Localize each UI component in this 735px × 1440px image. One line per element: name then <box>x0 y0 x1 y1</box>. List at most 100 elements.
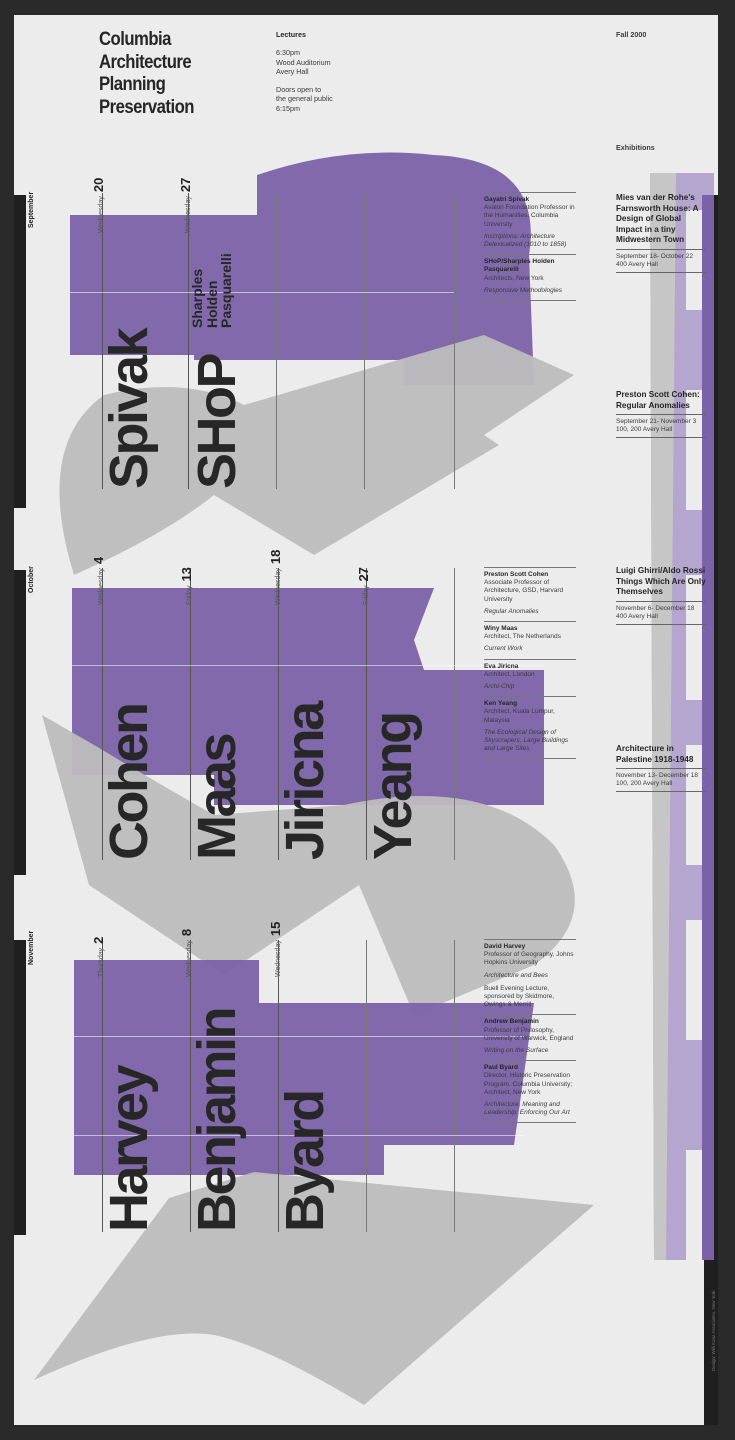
lecture-info-october: Preston Scott Cohen Associate Professor … <box>484 567 576 762</box>
lecture-info-september: Gayatri Spivak Avalon Foundation Profess… <box>484 192 576 304</box>
speaker-maas: Maas <box>187 734 247 860</box>
weekday: Wednesday <box>275 940 282 977</box>
date: 8 <box>179 928 194 937</box>
exhibition-location: 400 Avery Hall <box>616 612 658 620</box>
lecturer-name: SHoP/Sharples Holden Pasquarelli <box>484 258 555 274</box>
day-label: Thursday 2 <box>90 937 108 977</box>
speaker-harvey: Harvey <box>99 1066 159 1232</box>
speaker-byard: Byard <box>275 1091 335 1232</box>
exhibition-location: 400 Avery Hall <box>616 260 658 268</box>
title-line: Planning <box>99 74 166 95</box>
shop-full-name: Sharples Holden Pasquarelli <box>189 253 234 328</box>
lecturer-name: Winy Maas <box>484 625 518 633</box>
lecturer-name: David Harvey <box>484 943 526 950</box>
month-september: September <box>28 191 35 228</box>
day-label: Wednesday 20 <box>90 178 108 233</box>
exhibition-title: Luigi Ghirri/Aldo Rossi Things Which Are… <box>616 566 706 596</box>
title-line: Preservation <box>99 96 194 118</box>
lecturer-affiliation: Professor of Philosophy, University of W… <box>484 1026 574 1042</box>
date: 27 <box>356 567 371 582</box>
lecture-title: Inscriptions: Architecture Delexicalized… <box>484 232 567 249</box>
lecture-note: Buell Evening Lecture, sponsored by Skid… <box>484 984 555 1009</box>
month-november: November <box>28 930 35 965</box>
date: 15 <box>268 921 283 937</box>
lecturer-name: Andrew Benjamin <box>484 1018 539 1026</box>
venue-line: Wood Auditorium <box>276 57 331 67</box>
title-line: Columbia <box>99 29 171 50</box>
exhibition-dates: September 21- November 3 <box>616 418 697 425</box>
lecture-title: Writing on the Surface <box>484 1047 549 1055</box>
day-label: Wednesday 18 <box>267 550 285 605</box>
lecturer-affiliation: Architect, The Netherlands <box>484 633 561 641</box>
date: 18 <box>268 549 283 565</box>
speaker-spivak: Spivak <box>99 329 159 489</box>
lecturer-affiliation: Architect, London <box>484 670 535 678</box>
speaker-jiricna: Jiricna <box>275 703 335 860</box>
exhibition-item: Luigi Ghirri/Aldo Rossi Things Which Are… <box>616 566 706 628</box>
lecturer-affiliation: Architect, Kuala Lumpur, Malaysia <box>484 708 555 724</box>
lecturer-name: Gayatri Spivak <box>484 196 530 203</box>
lecture-title: Responsive Methodologies <box>484 286 563 294</box>
lecture-title: Regular Anomalies <box>484 607 539 615</box>
weekday: Friday <box>363 585 370 605</box>
lectures-info: Lectures 6:30pm Wood Auditorium Avery Ha… <box>276 30 333 113</box>
lectures-label: Lectures <box>276 30 306 39</box>
lecturer-affiliation: Avalon Foundation Professor in the Human… <box>484 204 575 228</box>
weekday: Friday <box>186 585 193 605</box>
exhibition-dates: November 13- December 18 <box>616 772 699 779</box>
day-label: Wednesday 4 <box>90 557 108 605</box>
date: 13 <box>179 567 194 582</box>
lecture-title: Architecture, Meaning and Leadership: En… <box>484 1101 570 1117</box>
poster-title: Columbia Architecture Planning Preservat… <box>99 29 194 119</box>
lecturer-affiliation: Associate Professor of Architecture, GSD… <box>484 579 564 603</box>
day-label: Wednesday 15 <box>267 922 285 977</box>
lecturer-name: Ken Yeang <box>484 700 518 708</box>
lecturer-affiliation: Professor of Geography, Johns Hopkins Un… <box>484 951 574 967</box>
lecturer-name: Paul Byard <box>484 1064 518 1072</box>
lecturer-name: Preston Scott Cohen <box>484 571 549 578</box>
title-line: Architecture <box>99 51 192 73</box>
exhibitions-label: Exhibitions <box>616 143 655 152</box>
weekday: Wednesday <box>98 568 105 605</box>
day-label: Friday 13 <box>178 567 196 605</box>
lecture-title: Current Work <box>484 645 523 653</box>
speaker-cohen: Cohen <box>99 704 159 861</box>
weekday: Wednesday <box>98 196 105 233</box>
lecture-title: Archi-Chip <box>484 683 515 691</box>
exhibition-title: Architecture in Palestine 1918-1948 <box>616 744 694 764</box>
month-october: October <box>28 566 35 593</box>
exhibition-item: Mies van der Rohe's Farnsworth House: A … <box>616 193 706 276</box>
exhibition-dates: November 6- December 18 <box>616 604 695 612</box>
doors-time: 6:15pm <box>276 103 300 113</box>
weekday: Wednesday <box>185 196 192 233</box>
speaker-yeang: Yeang <box>363 713 423 860</box>
poster: Columbia Architecture Planning Preservat… <box>14 15 718 1425</box>
season-label: Fall 2000 <box>616 30 647 39</box>
lecture-title: Architecture and Bees <box>484 971 548 979</box>
exhibition-dates: September 18- October 22 <box>616 252 693 260</box>
weekday: Wednesday <box>186 940 193 977</box>
exhibition-title: Mies van der Rohe's Farnsworth House: A … <box>616 193 699 244</box>
lecture-title: The Ecological Design of Skyscrapers, La… <box>484 728 569 753</box>
weekday: Wednesday <box>275 568 282 605</box>
date: 27 <box>178 177 193 193</box>
date: 2 <box>91 936 106 944</box>
day-label: Wednesday 8 <box>178 929 196 977</box>
venue-line: Avery Hall <box>276 66 309 76</box>
day-label: Friday 27 <box>355 567 373 605</box>
date: 20 <box>91 177 106 193</box>
exhibition-location: 100, 200 Avery Hall <box>616 780 673 788</box>
speaker-benjamin: Benjamin <box>187 1008 247 1232</box>
doors-line: Doors open to <box>276 85 322 95</box>
lecturer-affiliation: Architects, New York <box>484 274 544 282</box>
lecture-time: 6:30pm <box>276 48 300 58</box>
day-label: Wednesday 27 <box>177 178 195 233</box>
speaker-shop: SHoP <box>187 354 247 489</box>
weekday: Thursday <box>98 947 105 977</box>
doors-line: the general public <box>276 94 333 104</box>
design-credit: Design: Willi Kunz Associates, New York <box>711 1290 716 1371</box>
date: 4 <box>91 556 106 565</box>
lecturer-name: Eva Jiricna <box>484 662 519 670</box>
lecture-info-november: David Harvey Professor of Geography, Joh… <box>484 939 576 1126</box>
lecturer-affiliation: Director, Historic Preservation Program,… <box>484 1072 573 1096</box>
